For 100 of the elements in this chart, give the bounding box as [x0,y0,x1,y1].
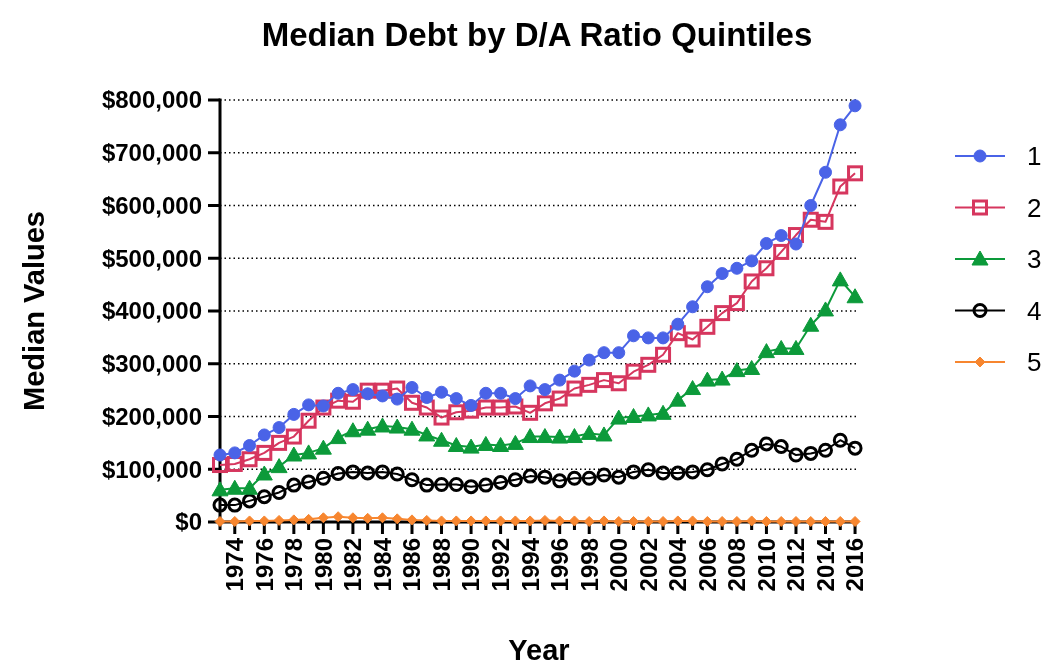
x-tick-label: 2002 [634,538,662,592]
point [773,243,790,260]
point [669,325,686,342]
point [420,391,434,405]
point [803,445,819,461]
point [226,479,244,495]
point [433,431,451,447]
point [730,261,744,275]
point [834,515,846,527]
x-tick-label: 2016 [841,538,869,592]
x-tick-label: 1986 [398,538,426,592]
point [743,360,761,375]
point [686,300,700,314]
point [846,288,864,304]
point [521,428,539,444]
point [315,470,331,486]
y-tick-label: $500,000 [101,244,202,272]
legend-label: 2 [1027,192,1042,223]
point [270,458,288,474]
point [479,386,493,400]
x-tick-label: 1988 [427,538,455,592]
point [389,380,406,397]
point [388,418,406,434]
point [463,479,479,495]
point [314,439,332,455]
point [347,512,359,524]
point [641,331,655,345]
point [582,353,596,367]
point [728,362,746,378]
point [699,318,716,335]
point [536,395,553,412]
point [271,484,287,500]
point [789,237,803,251]
point [492,437,510,453]
point [655,346,672,363]
point [374,382,391,399]
point [612,346,626,360]
point [213,448,227,462]
point [655,465,671,481]
point [772,339,790,355]
point [241,451,258,468]
point [418,426,436,442]
point [389,466,405,482]
point [701,515,713,527]
point [565,428,583,444]
point [301,474,317,490]
point [539,514,551,526]
point [256,489,272,505]
point [536,428,554,444]
x-tick-label: 2012 [782,538,810,592]
point [374,464,390,480]
point [506,434,524,450]
point [758,436,774,452]
point [832,432,848,448]
x-tick-label: 2000 [605,538,633,592]
point [390,392,404,406]
point [817,301,835,317]
point [553,373,567,387]
point [359,420,377,436]
point [448,477,464,493]
point [362,512,374,524]
point [492,399,509,416]
point [271,434,288,451]
point [684,380,702,396]
point [255,465,273,481]
point [699,462,715,478]
point [448,404,465,421]
point [639,406,657,422]
point [435,385,449,399]
point [654,404,672,420]
point [698,371,716,387]
x-tick-label: 1980 [309,538,337,592]
point [685,464,701,480]
point [848,99,862,113]
point [759,236,773,250]
point [285,428,302,445]
legend-label: 3 [1027,244,1042,275]
point [656,331,670,345]
point [729,451,745,467]
point [625,408,643,423]
point [346,383,360,397]
point [819,165,833,179]
point [330,392,347,409]
point [344,393,361,410]
point [758,260,775,277]
point [494,386,508,400]
point [847,440,863,456]
point [831,271,849,287]
point [613,515,625,527]
x-tick-label: 1998 [575,538,603,592]
point [671,317,685,331]
legend-label: 1 [1027,141,1042,172]
x-axis-title: Year [508,634,570,665]
point [728,295,745,312]
point [242,493,258,509]
point [406,514,418,526]
point [744,442,760,458]
point [286,477,302,493]
x-tick-label: 1974 [221,537,249,592]
point [523,379,537,393]
